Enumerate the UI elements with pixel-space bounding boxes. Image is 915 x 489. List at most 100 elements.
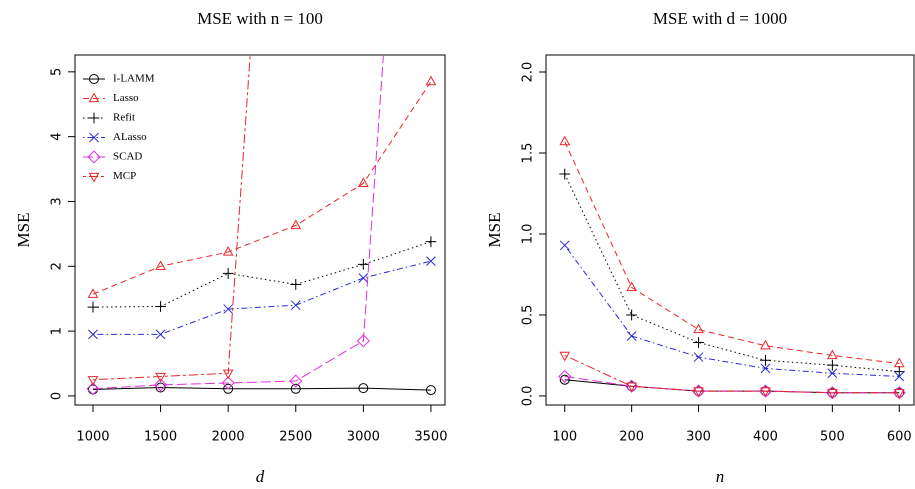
y-tick-label: 3 <box>50 197 65 205</box>
y-tick-label: 5 <box>50 68 65 76</box>
series-line <box>564 141 900 365</box>
marker <box>626 309 638 321</box>
series-line <box>92 241 432 308</box>
marker <box>693 323 704 334</box>
marker <box>358 383 369 394</box>
plot-area <box>86 55 437 396</box>
marker <box>827 349 838 360</box>
plot-frame <box>545 54 915 406</box>
x-tick-label: 1500 <box>144 430 177 445</box>
marker <box>559 240 570 251</box>
marker <box>893 357 905 368</box>
marker <box>221 376 235 390</box>
marker <box>155 372 166 383</box>
marker <box>357 177 369 187</box>
plot-frame <box>74 54 446 406</box>
marker <box>290 300 301 311</box>
x-axis-label: d <box>256 467 265 486</box>
marker <box>559 374 570 385</box>
marker <box>86 382 100 396</box>
marker <box>693 352 704 362</box>
marker <box>626 382 637 393</box>
legend-label: SCAD <box>113 151 142 163</box>
marker <box>155 301 166 312</box>
marker <box>356 334 370 348</box>
x-tick-label: 3000 <box>347 430 380 445</box>
marker <box>425 236 437 248</box>
legend-label: Lasso <box>113 92 139 104</box>
y-tick-label: 1.0 <box>521 224 536 245</box>
marker <box>894 371 905 382</box>
marker <box>88 92 100 103</box>
marker <box>559 135 571 146</box>
y-tick-label: 0.0 <box>521 386 536 407</box>
marker <box>425 75 437 86</box>
marker <box>89 74 99 84</box>
marker <box>87 288 99 298</box>
marker <box>826 359 838 371</box>
marker <box>893 389 905 399</box>
x-tick-label: 1000 <box>76 430 109 445</box>
marker <box>223 304 234 314</box>
y-tick-label: 2 <box>50 262 65 270</box>
chart-title: MSE with d = 1000 <box>653 9 787 28</box>
marker <box>155 382 166 393</box>
legend-label: ALasso <box>113 131 147 143</box>
marker <box>693 387 704 398</box>
marker <box>89 132 99 143</box>
marker <box>290 383 301 394</box>
x-axis-label: n <box>716 467 725 486</box>
marker <box>88 172 100 183</box>
marker <box>87 376 99 386</box>
marker <box>827 389 838 399</box>
x-tick-label: 100 <box>552 430 577 445</box>
series-line <box>92 55 251 381</box>
series-line <box>564 173 900 373</box>
marker <box>222 369 234 380</box>
marker <box>693 337 704 348</box>
marker <box>760 363 771 374</box>
marker <box>155 260 166 270</box>
marker <box>222 246 234 256</box>
legend-label: I-LAMM <box>113 73 155 85</box>
x-tick-label: 400 <box>753 430 778 445</box>
series-line <box>564 245 900 377</box>
y-tick-label: 2.0 <box>521 62 536 83</box>
marker <box>87 301 99 313</box>
marker <box>760 339 771 350</box>
marker <box>88 329 98 340</box>
marker <box>559 168 571 180</box>
y-tick-label: 1 <box>50 327 65 335</box>
marker <box>87 150 101 164</box>
y-tick-label: 4 <box>50 133 65 141</box>
x-tick-label: 500 <box>820 430 845 445</box>
y-tick-label: 0.5 <box>521 305 536 326</box>
plot-area <box>558 135 906 400</box>
marker <box>893 366 905 378</box>
series-line <box>92 386 431 391</box>
legend-label: Refit <box>113 112 135 124</box>
marker <box>289 374 303 388</box>
marker <box>626 331 637 341</box>
y-axis-label: MSE <box>14 213 33 248</box>
marker <box>223 383 234 394</box>
marker <box>155 329 166 340</box>
series-line <box>92 260 432 335</box>
marker <box>425 385 436 396</box>
x-tick-label: 2000 <box>212 430 245 445</box>
marker <box>558 369 572 384</box>
series-line <box>564 354 900 394</box>
marker <box>760 387 771 398</box>
x-tick-label: 200 <box>619 430 644 445</box>
x-tick-label: 2500 <box>279 430 312 445</box>
chart-title: MSE with n = 100 <box>197 9 323 28</box>
series-line <box>92 55 384 390</box>
y-tick-label: 0 <box>50 392 65 400</box>
marker <box>154 378 168 392</box>
series-line <box>92 81 432 295</box>
marker <box>559 351 571 362</box>
y-axis-label: MSE <box>485 213 504 248</box>
x-tick-label: 600 <box>887 430 912 445</box>
marker <box>357 258 369 270</box>
